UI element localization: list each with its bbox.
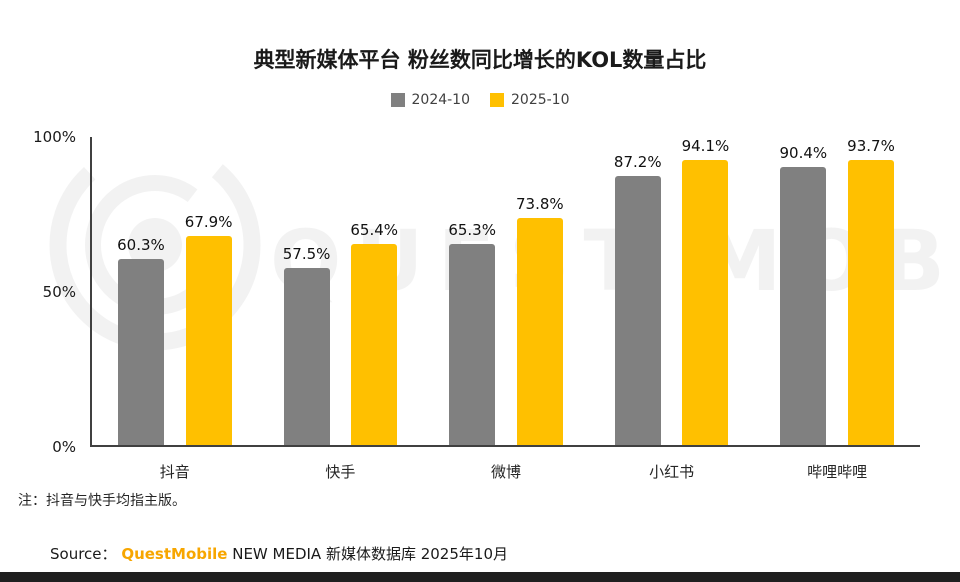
bar-column: 90.4%	[779, 137, 828, 445]
legend: 2024-10 2025-10	[0, 92, 960, 108]
legend-label: 2025-10	[511, 92, 570, 108]
y-tick-50: 50%	[42, 283, 76, 301]
bar	[185, 235, 232, 445]
bar-group: 60.3% 67.9% 抖音	[117, 137, 233, 481]
bar-column: 57.5%	[282, 137, 331, 445]
bar-value-label: 73.8%	[515, 194, 564, 213]
source-line: Source： QuestMobile NEW MEDIA 新媒体数据库 202…	[50, 543, 508, 564]
bar	[516, 217, 563, 445]
y-tick-100: 100%	[33, 128, 76, 146]
chart-title: 典型新媒体平台 粉丝数同比增长的KOL数量占比	[253, 48, 707, 72]
bar-column: 87.2%	[614, 137, 662, 445]
bar-column: 67.9%	[184, 137, 233, 445]
source-prefix: Source：	[50, 545, 117, 563]
bottom-strip	[0, 572, 960, 582]
source-brand: QuestMobile	[121, 545, 228, 563]
x-axis-category-label: 微博	[490, 463, 521, 481]
bar	[780, 166, 827, 445]
bar-value-label: 57.5%	[282, 244, 331, 263]
bar-group: 65.3% 73.8% 微博	[448, 137, 564, 481]
bar-column: 65.4%	[350, 137, 398, 445]
bar-group: 90.4% 93.7% 哔哩哔哩	[779, 137, 895, 481]
bar-column: 94.1%	[681, 137, 730, 445]
x-axis-category-label: 抖音	[159, 463, 190, 481]
bar	[283, 267, 330, 445]
x-axis-category-label: 小红书	[649, 463, 695, 481]
bar-value-label: 60.3%	[117, 236, 165, 255]
bar-value-label: 65.4%	[350, 220, 399, 239]
bar-value-label: 67.9%	[184, 212, 233, 231]
bar	[848, 160, 894, 445]
bar	[449, 243, 496, 445]
x-axis-category-label: 快手	[325, 463, 356, 481]
bar-value-label: 93.7%	[847, 137, 895, 155]
bar-column: 65.3%	[448, 137, 496, 445]
bar-column: 93.7%	[847, 137, 895, 445]
bar-group: 87.2% 94.1% 小红书	[614, 137, 730, 481]
legend-item-2025: 2025-10	[490, 92, 570, 108]
bar-value-label: 90.4%	[779, 143, 828, 162]
bar	[614, 176, 661, 445]
y-tick-0: 0%	[52, 438, 76, 456]
bar-value-label: 94.1%	[681, 137, 730, 155]
legend-label: 2024-10	[411, 92, 471, 108]
bar-value-label: 87.2%	[613, 153, 662, 172]
bar	[351, 243, 398, 445]
bar-column: 73.8%	[516, 137, 564, 445]
x-axis-category-label: 哔哩哔哩	[807, 463, 868, 481]
chart-area: 60.3% 67.9% 抖音 57.5% 65.4% 快手 65.3% 73.8% 微博 87.2…	[90, 137, 920, 481]
legend-swatch-yellow	[490, 93, 504, 107]
footnote: 注：抖音与快手均指主版。	[18, 493, 186, 509]
bar-column: 60.3%	[117, 137, 165, 445]
legend-item-2024: 2024-10	[390, 92, 471, 108]
bar	[117, 259, 164, 445]
bar-value-label: 65.3%	[448, 220, 496, 239]
source-suffix: NEW MEDIA 新媒体数据库 2025年10月	[232, 545, 508, 563]
legend-swatch-gray	[390, 93, 405, 107]
bar	[682, 160, 729, 445]
bar-group: 57.5% 65.4% 快手	[282, 137, 398, 481]
plot-area: 60.3% 67.9% 抖音 57.5% 65.4% 快手 65.3% 73.8% 微博 87.2…	[92, 137, 920, 481]
